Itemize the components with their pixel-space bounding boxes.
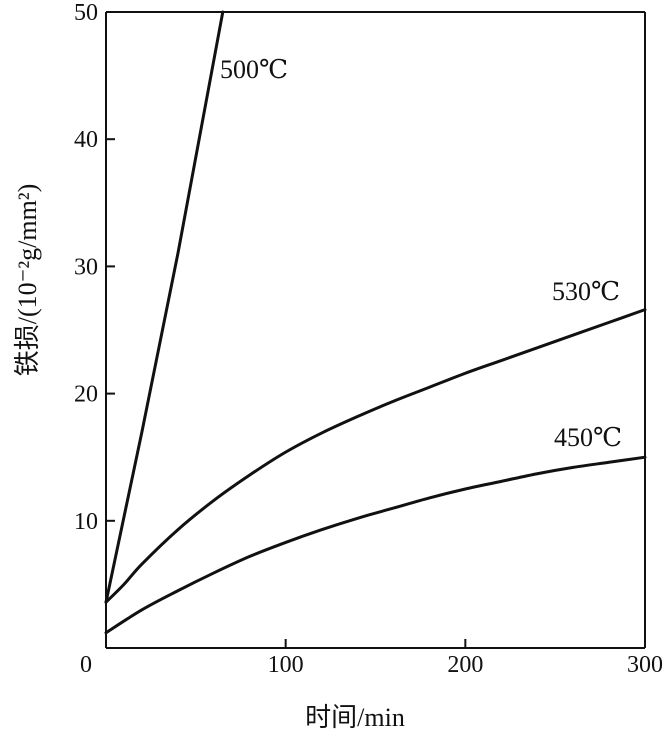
y-tick-label: 30 — [74, 254, 98, 280]
x-tick-label: 200 — [447, 652, 483, 678]
y-tick-label: 10 — [74, 509, 98, 535]
y-axis-title: 铁损/(10⁻²g/mm²) — [13, 184, 42, 377]
axes — [105, 11, 646, 649]
x-tick-label: 100 — [268, 652, 304, 678]
series-530c-line — [104, 308, 647, 604]
x-axis-title: 时间/min — [305, 703, 405, 731]
ticks: 100 200 300 10 20 30 40 50 — [74, 0, 663, 678]
x-tick-label: 300 — [627, 652, 663, 678]
series-530c-label: 530℃ — [552, 277, 620, 306]
series-500c-label: 500℃ — [220, 55, 288, 84]
series-450c-label: 450℃ — [554, 423, 622, 452]
origin-tick-label: 0 — [80, 652, 92, 678]
y-tick-label: 50 — [74, 0, 98, 26]
y-tick-label: 20 — [74, 382, 98, 408]
series-group: 500℃ 530℃ 450℃ — [104, 10, 647, 635]
series-450c-line — [104, 455, 647, 635]
series-500c-line — [104, 10, 225, 604]
y-tick-label: 40 — [74, 127, 98, 153]
